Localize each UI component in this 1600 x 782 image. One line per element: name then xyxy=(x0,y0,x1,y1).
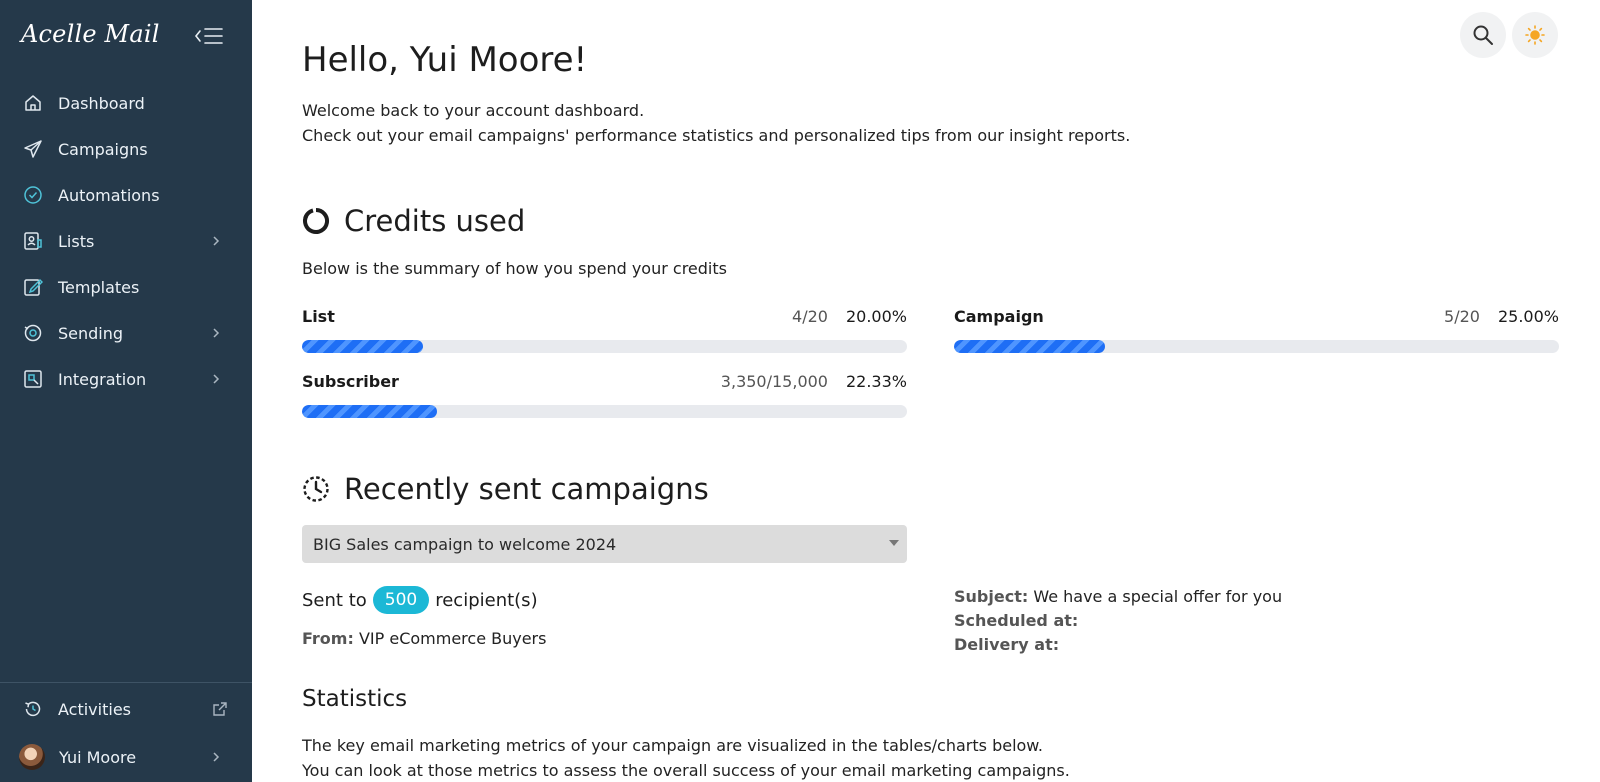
sending-server-icon xyxy=(22,322,44,344)
sent-summary: Sent to 500 recipient(s) xyxy=(302,586,538,614)
integration-icon xyxy=(22,368,44,390)
welcome-text: Welcome back to your account dashboard. … xyxy=(302,98,1130,148)
sent-suffix: recipient(s) xyxy=(435,589,538,611)
progress-ring-icon xyxy=(302,207,330,235)
credit-name: Campaign xyxy=(954,306,1044,326)
from-label: From: xyxy=(302,629,354,648)
sidebar-item-label: Templates xyxy=(58,277,140,297)
subject-value: We have a special offer for you xyxy=(1033,587,1283,606)
credit-subscriber: Subscriber 3,350/15,000 22.33% xyxy=(302,370,907,418)
sidebar-item-sending[interactable]: Sending xyxy=(0,310,252,356)
recent-section-title: Recently sent campaigns xyxy=(302,472,709,506)
delivery-row: Delivery at: xyxy=(954,635,1059,654)
sidebar-item-activities[interactable]: Activities xyxy=(0,686,252,732)
home-icon xyxy=(22,92,44,114)
sidebar-item-label: Automations xyxy=(58,185,160,205)
credit-progress-bar xyxy=(302,340,907,353)
sidebar-divider xyxy=(0,682,252,683)
welcome-line: Welcome back to your account dashboard. xyxy=(302,101,645,120)
chevron-right-icon xyxy=(208,749,224,765)
credit-name: Subscriber xyxy=(302,371,399,391)
avatar xyxy=(19,744,45,770)
credits-title: Credits used xyxy=(344,204,526,238)
campaign-select[interactable]: BIG Sales campaign to welcome 2024 xyxy=(302,525,907,563)
statistics-title: Statistics xyxy=(302,686,408,712)
edit-template-icon xyxy=(22,276,44,298)
theme-toggle-button[interactable] xyxy=(1512,12,1558,58)
credits-section-title: Credits used xyxy=(302,204,525,238)
sidebar: Acelle Mail Dashboard Campaigns Automati… xyxy=(0,0,252,782)
credit-name: List xyxy=(302,306,335,326)
recent-title: Recently sent campaigns xyxy=(344,472,709,506)
search-icon xyxy=(1473,25,1493,45)
chevron-right-icon xyxy=(208,325,224,341)
sidebar-item-lists[interactable]: Lists xyxy=(0,218,252,264)
sidebar-item-user[interactable]: Yui Moore xyxy=(0,734,252,780)
credit-progress-bar xyxy=(954,340,1559,353)
delivery-label: Delivery at: xyxy=(954,635,1060,654)
logo-row: Acelle Mail xyxy=(0,0,252,72)
credit-percent: 20.00% xyxy=(845,306,907,326)
credit-progress-bar xyxy=(302,405,907,418)
sidebar-item-label: Integration xyxy=(58,369,147,389)
shield-check-icon xyxy=(22,184,44,206)
statistics-line: You can look at those metrics to assess … xyxy=(302,761,1070,780)
sidebar-item-automations[interactable]: Automations xyxy=(0,172,252,218)
sidebar-item-label: Lists xyxy=(58,231,95,251)
sidebar-item-campaigns[interactable]: Campaigns xyxy=(0,126,252,172)
campaign-select-value: BIG Sales campaign to welcome 2024 xyxy=(313,534,617,554)
sun-icon xyxy=(1525,25,1545,45)
sidebar-item-label: Sending xyxy=(58,323,124,343)
from-value: VIP eCommerce Buyers xyxy=(358,629,547,648)
scheduled-row: Scheduled at: xyxy=(954,611,1078,630)
scheduled-label: Scheduled at: xyxy=(954,611,1079,630)
credit-progress-fill xyxy=(302,405,438,418)
page-title: Hello, Yui Moore! xyxy=(302,40,588,80)
sidebar-nav: Dashboard Campaigns Automations Lists xyxy=(0,80,252,402)
credits-description: Below is the summary of how you spend yo… xyxy=(302,259,727,278)
contact-list-icon xyxy=(22,230,44,252)
credit-count: 4/20 xyxy=(792,306,828,326)
credit-progress-fill xyxy=(302,340,423,353)
credit-percent: 25.00% xyxy=(1497,306,1559,326)
subject-row: Subject: We have a special offer for you xyxy=(954,587,1282,606)
credit-progress-fill xyxy=(954,340,1106,353)
main-content: Hello, Yui Moore! Welcome back to your a… xyxy=(302,0,1562,782)
statistics-description: The key email marketing metrics of your … xyxy=(302,733,1070,782)
credit-percent: 22.33% xyxy=(845,371,907,391)
subject-label: Subject: xyxy=(954,587,1029,606)
sidebar-item-templates[interactable]: Templates xyxy=(0,264,252,310)
chevron-right-icon xyxy=(208,371,224,387)
paper-plane-icon xyxy=(22,138,44,160)
sidebar-item-label: Dashboard xyxy=(58,93,145,113)
sidebar-item-dashboard[interactable]: Dashboard xyxy=(0,80,252,126)
sidebar-item-integration[interactable]: Integration xyxy=(0,356,252,402)
user-name: Yui Moore xyxy=(59,747,137,767)
credit-count: 5/20 xyxy=(1444,306,1480,326)
credit-list: List 4/20 20.00% xyxy=(302,305,907,353)
sent-prefix: Sent to xyxy=(302,589,367,611)
welcome-line: Check out your email campaigns' performa… xyxy=(302,126,1131,145)
credit-count: 3,350/15,000 xyxy=(720,371,828,391)
from-row: From: VIP eCommerce Buyers xyxy=(302,629,546,648)
sidebar-item-label: Campaigns xyxy=(58,139,148,159)
clock-dashed-icon xyxy=(302,475,330,503)
statistics-line: The key email marketing metrics of your … xyxy=(302,736,1043,755)
caret-down-icon xyxy=(889,540,899,546)
menu-collapse-icon xyxy=(194,28,223,44)
chevron-right-icon xyxy=(208,233,224,249)
history-icon xyxy=(22,698,44,720)
recipients-badge: 500 xyxy=(372,586,430,614)
app-logo[interactable]: Acelle Mail xyxy=(21,20,160,48)
external-link-icon[interactable] xyxy=(212,701,228,717)
search-button[interactable] xyxy=(1460,12,1506,58)
collapse-sidebar-button[interactable] xyxy=(192,24,226,48)
sidebar-item-label: Activities xyxy=(58,699,131,719)
credit-campaign: Campaign 5/20 25.00% xyxy=(954,305,1559,353)
